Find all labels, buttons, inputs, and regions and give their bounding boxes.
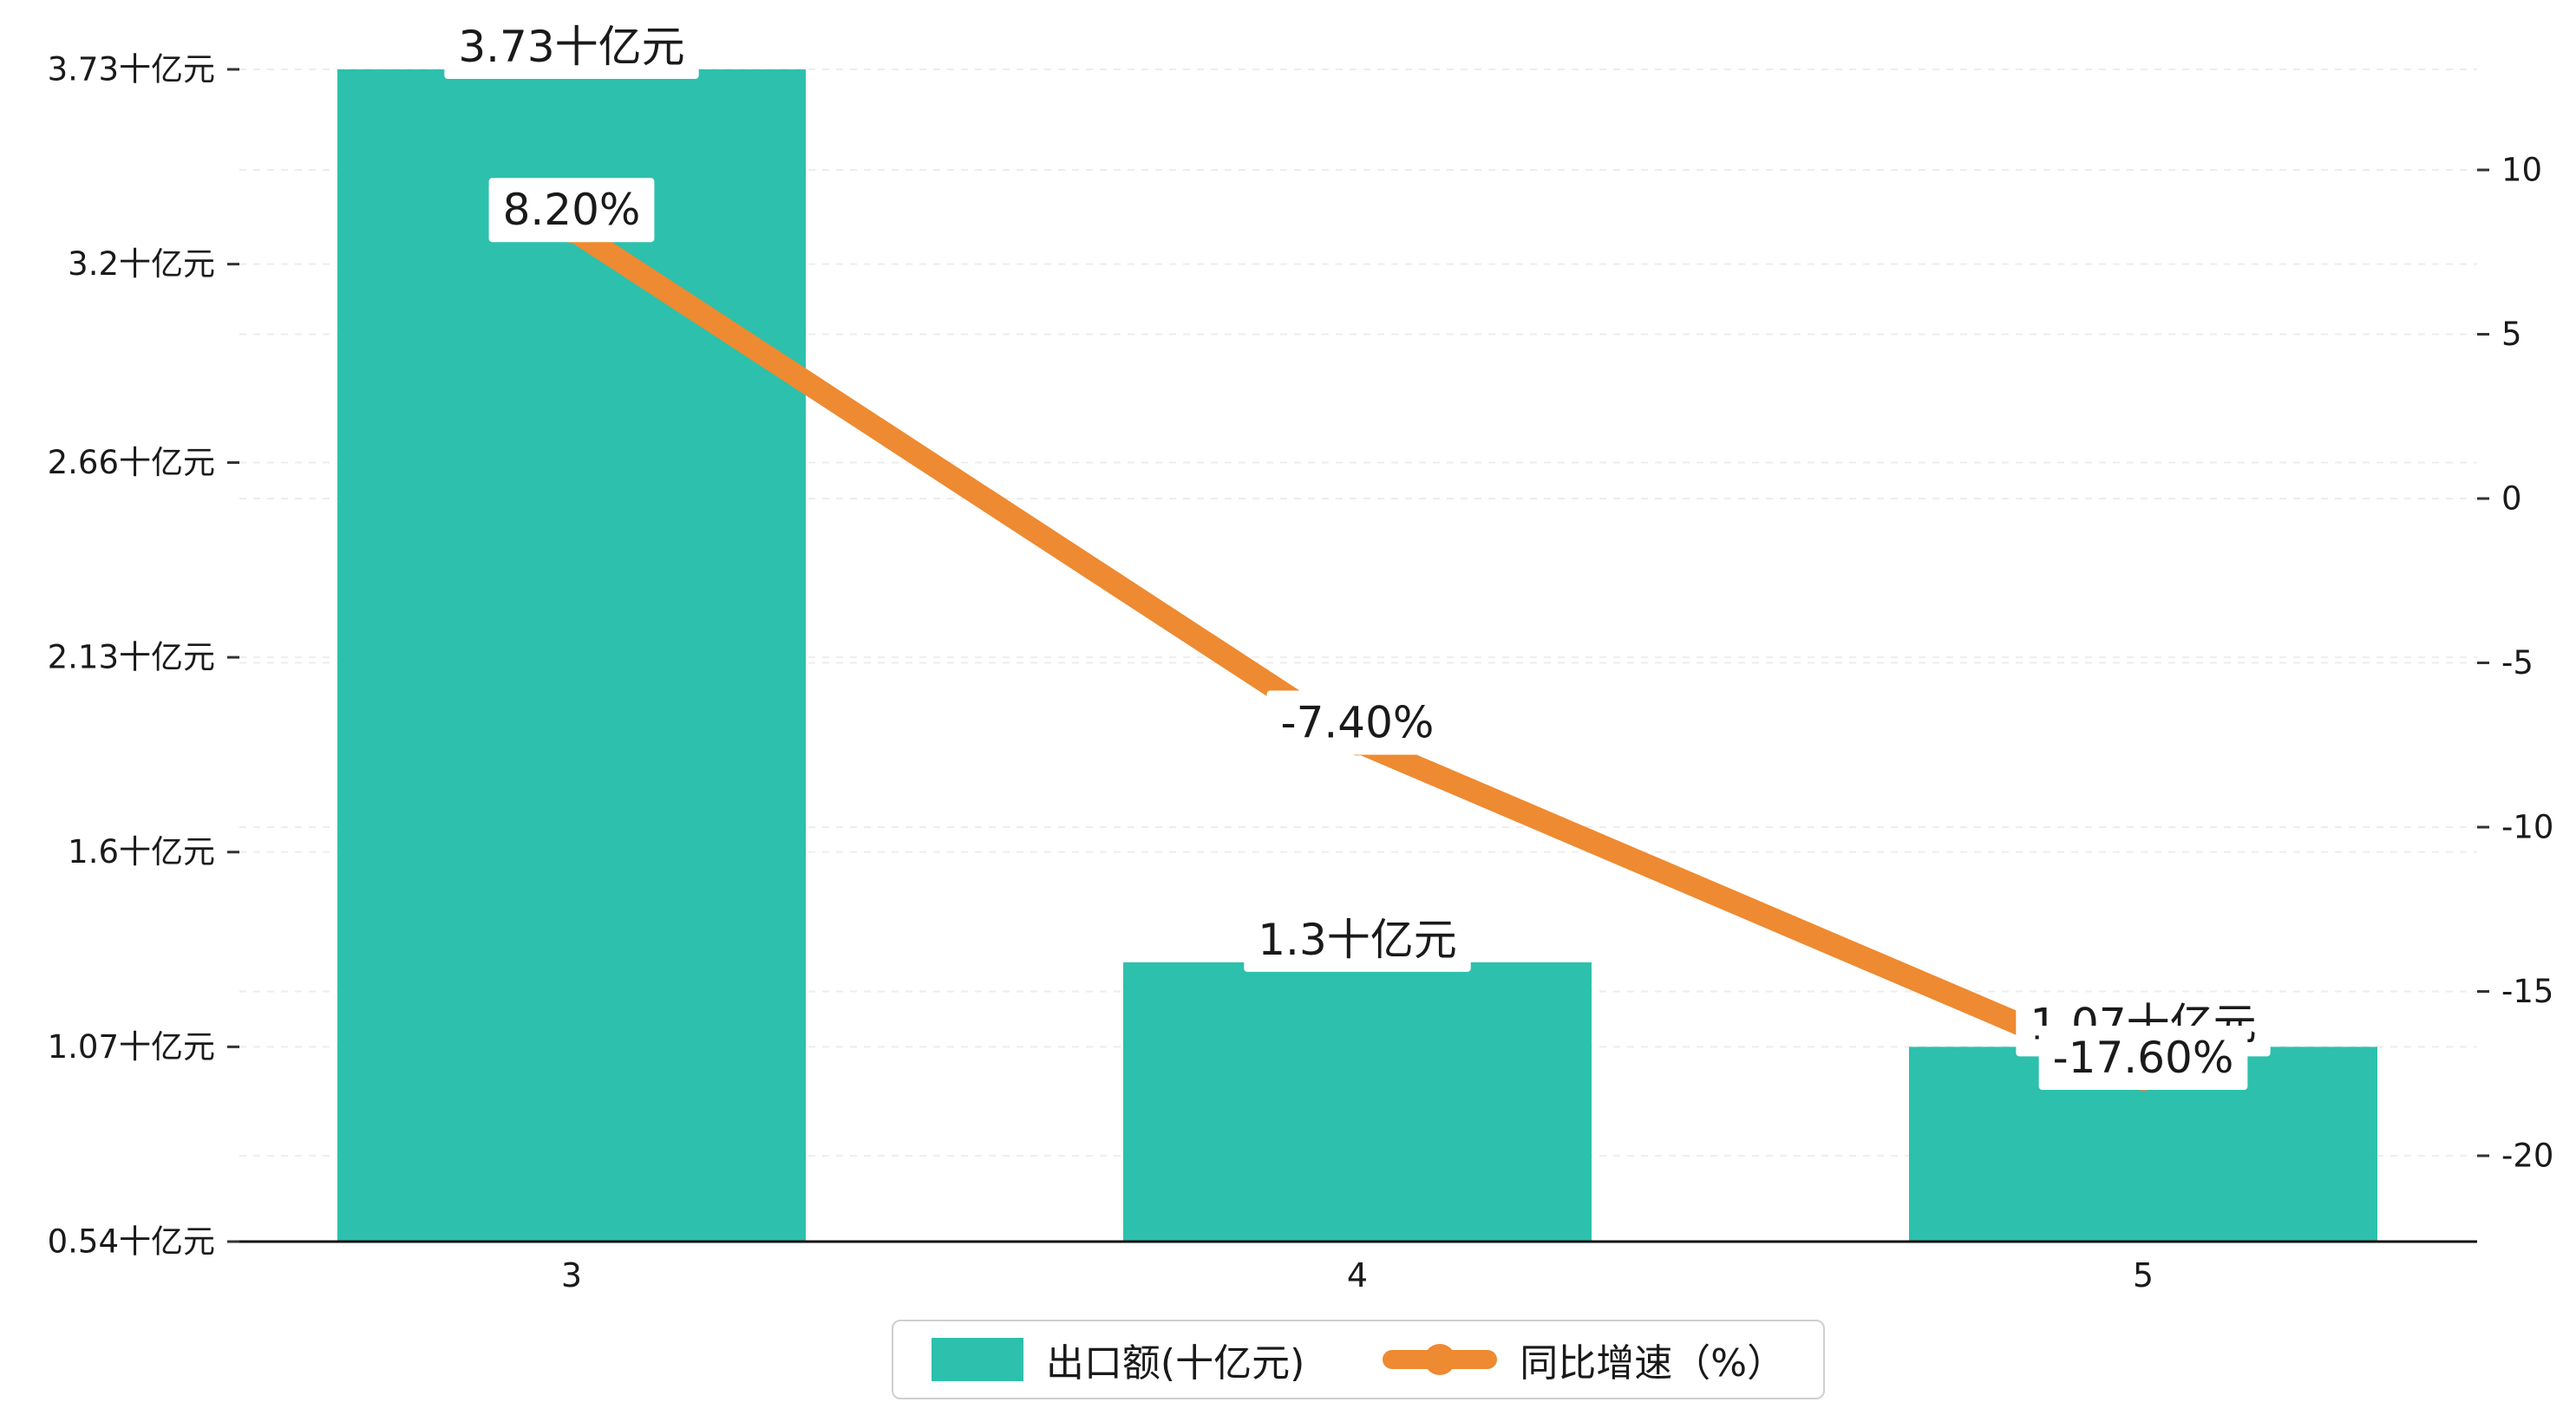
svg-text:3.73十亿元: 3.73十亿元 <box>48 51 215 88</box>
svg-text:-10: -10 <box>2501 809 2553 846</box>
bar-4 <box>1123 962 1592 1242</box>
svg-text:3: 3 <box>561 1256 582 1294</box>
line-series-swatch <box>1383 1344 1498 1375</box>
line-value-label: -17.60% <box>2053 1033 2234 1083</box>
svg-text:3.2十亿元: 3.2十亿元 <box>68 245 215 283</box>
svg-text:5: 5 <box>2501 316 2522 353</box>
line-series-dot-icon <box>1424 1344 1456 1375</box>
svg-text:1.07十亿元: 1.07十亿元 <box>48 1028 215 1066</box>
line-value-label: 8.20% <box>503 185 641 235</box>
svg-text:0: 0 <box>2501 480 2522 518</box>
svg-text:-5: -5 <box>2501 644 2534 681</box>
legend: 出口额(十亿元) 同比增速（%） <box>239 1320 2477 1399</box>
svg-text:-20: -20 <box>2501 1138 2553 1175</box>
svg-text:5: 5 <box>2133 1256 2154 1294</box>
line-value-label: -7.40% <box>1281 697 1435 747</box>
legend-box: 出口额(十亿元) 同比增速（%） <box>891 1320 1826 1399</box>
svg-text:1.6十亿元: 1.6十亿元 <box>68 833 215 871</box>
legend-item-export[interactable]: 出口额(十亿元) <box>931 1332 1305 1387</box>
legend-label-export: 出口额(十亿元) <box>1045 1341 1305 1386</box>
svg-text:10: 10 <box>2501 152 2542 189</box>
svg-text:2.66十亿元: 2.66十亿元 <box>48 444 215 481</box>
bar-value-label: 1.3十亿元 <box>1258 915 1457 965</box>
svg-text:0.54十亿元: 0.54十亿元 <box>48 1223 215 1261</box>
svg-text:2.13十亿元: 2.13十亿元 <box>48 639 215 676</box>
bar-value-label: 3.73十亿元 <box>458 22 684 72</box>
svg-text:4: 4 <box>1347 1256 1368 1294</box>
svg-text:-15: -15 <box>2501 973 2553 1010</box>
bar-3 <box>337 69 806 1242</box>
legend-label-growth: 同比增速（%） <box>1520 1341 1786 1386</box>
legend-item-growth[interactable]: 同比增速（%） <box>1383 1332 1785 1387</box>
bar-series-swatch <box>931 1338 1023 1381</box>
